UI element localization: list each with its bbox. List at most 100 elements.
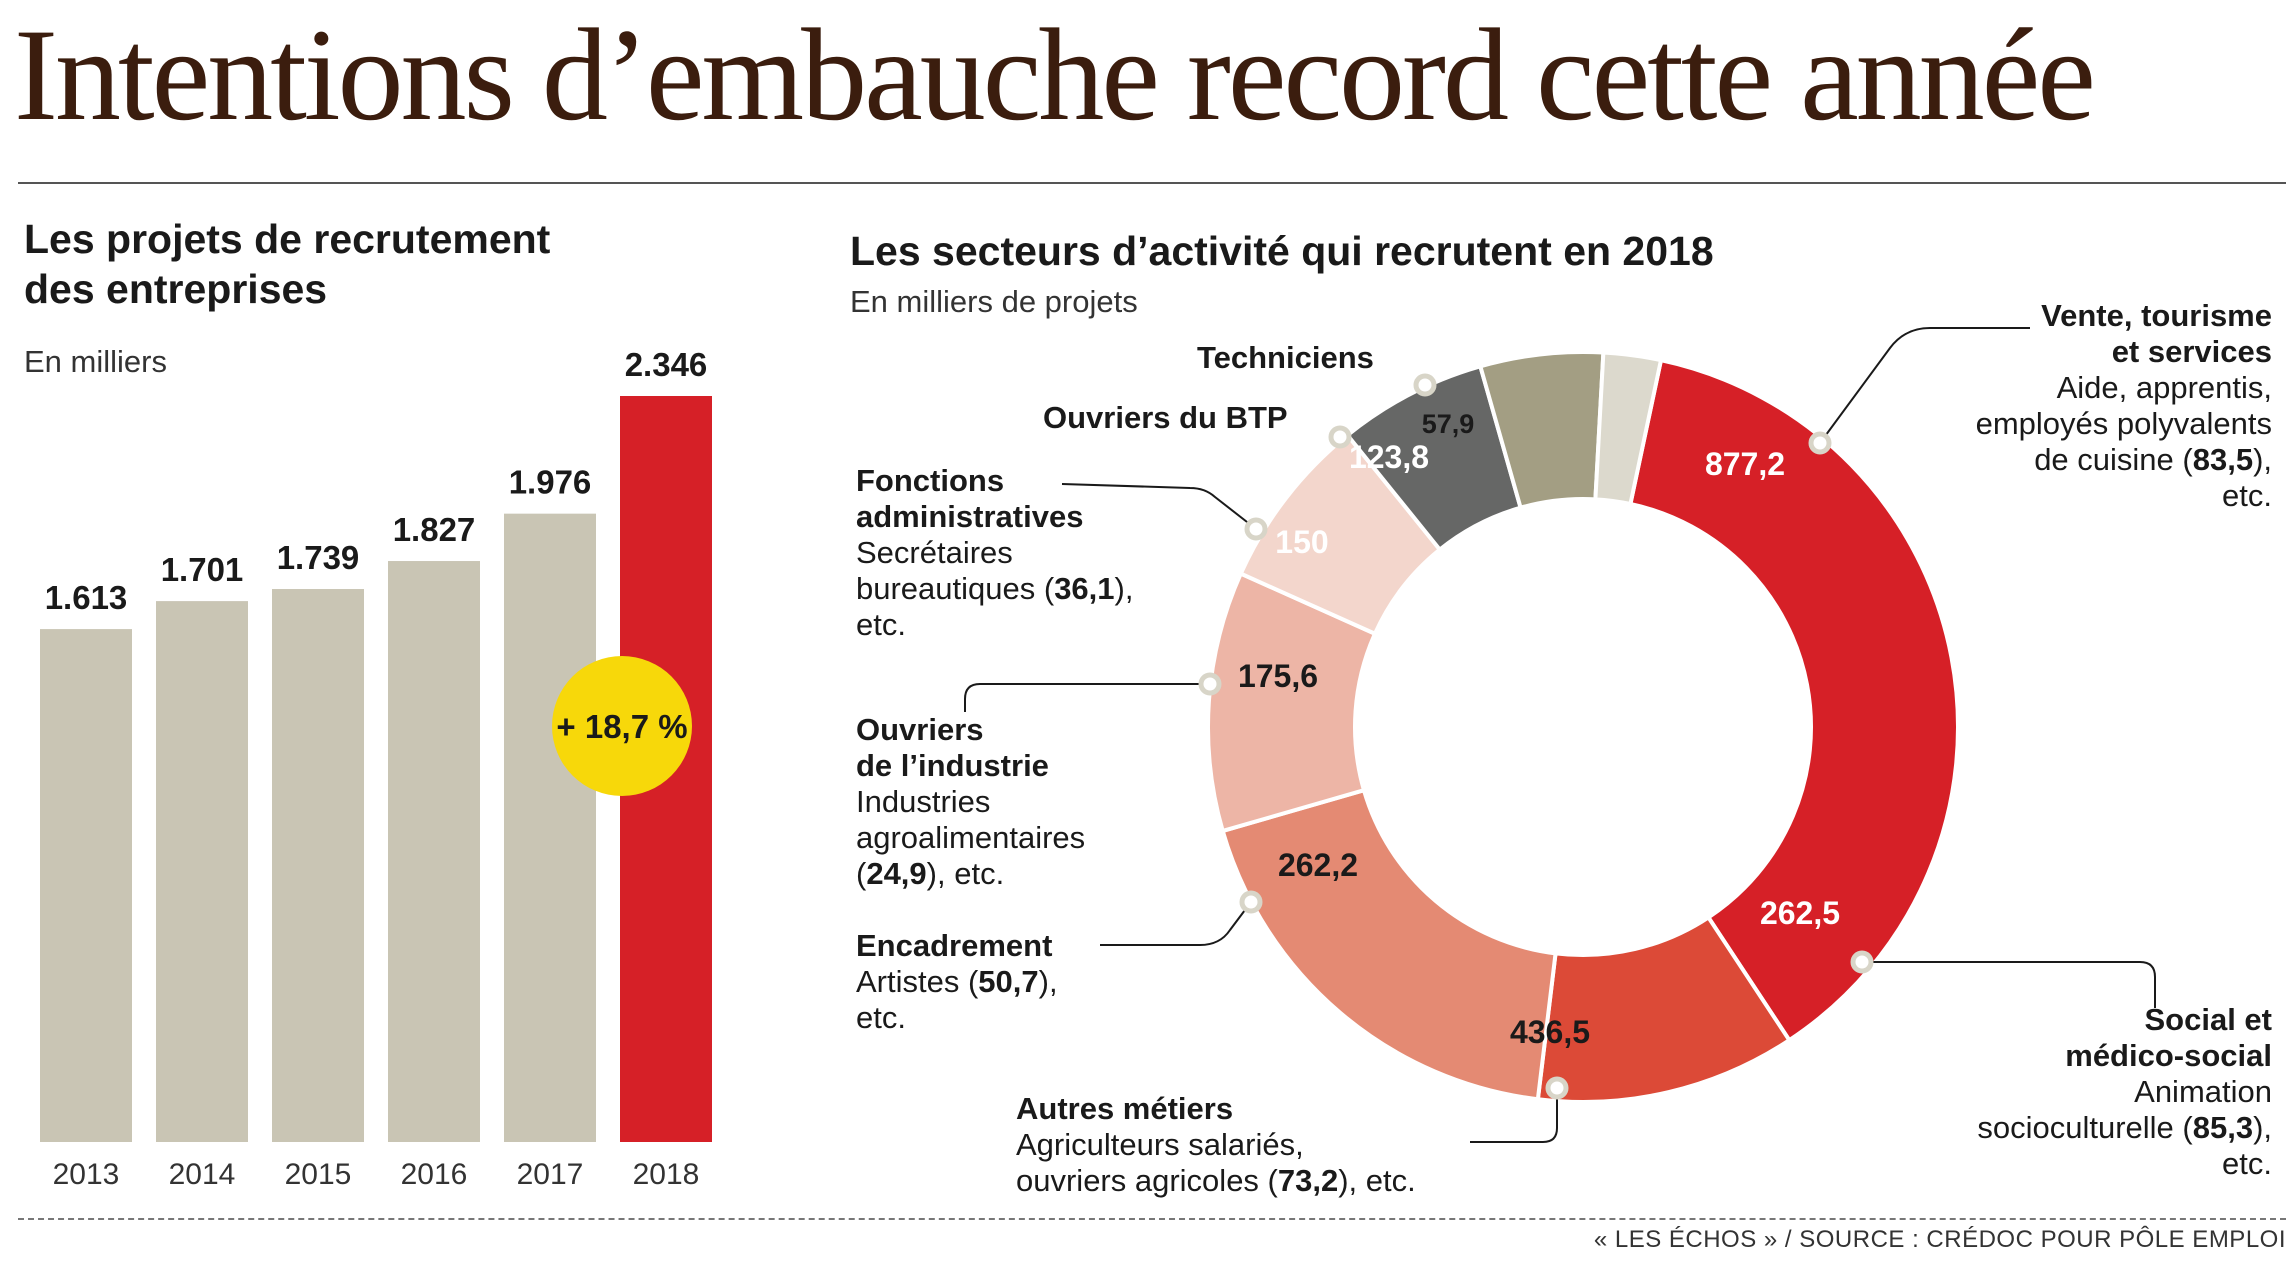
annotation-social-value: 85,3 <box>2192 1110 2254 1145</box>
annotation-vente-line-1: Aide, apprentis, <box>2056 370 2272 405</box>
annotation-vente-tail: etc. <box>2222 478 2272 513</box>
annotation-encadrement-pre: Artistes ( <box>856 964 979 999</box>
annotation-encadrement-title: Encadrement <box>856 928 1053 963</box>
annotation-vente-pre: de cuisine ( <box>2034 442 2193 477</box>
growth-badge-label: + 18,7 % <box>556 708 687 745</box>
annotation-administratives-line-1: Secrétaires <box>856 535 1013 570</box>
bar-chart-title-line-2: des entreprises <box>24 266 328 312</box>
bar-chart-title-line-1: Les projets de recrutement <box>24 216 551 262</box>
annotation-autres-line-2: ouvriers agricoles (73,2), etc. <box>1016 1163 1416 1199</box>
annotation-industrie-title-2: de l’industrie <box>856 748 1049 783</box>
bar-2013 <box>40 629 132 1142</box>
annotation-vente: Vente, tourisme et services Aide, appren… <box>1976 298 2272 514</box>
annotation-industrie-title-1: Ouvriers <box>856 712 984 747</box>
donut-value-label-5: 150 <box>1275 524 1328 560</box>
donut-value-label-2: 436,5 <box>1510 1014 1590 1050</box>
annotation-autres-pre: ouvriers agricoles ( <box>1016 1163 1278 1198</box>
annotation-techniciens-title: Techniciens <box>1197 340 1374 375</box>
annotation-vente-title-1: Vente, tourisme <box>2041 298 2272 333</box>
donut-value-label-4: 175,6 <box>1238 658 1318 694</box>
leader-line-industrie <box>964 683 1210 712</box>
annotation-social-title-1: Social et <box>2144 1002 2273 1037</box>
annotation-vente-title-2: et services <box>2111 334 2272 369</box>
bar-value-label-2015: 1.739 <box>277 539 360 576</box>
annotation-industrie-value: 24,9 <box>866 856 927 891</box>
annotation-industrie-pre: ( <box>856 856 867 891</box>
annotation-social-line-2: socioculturelle (85,3), <box>1977 1110 2272 1146</box>
donut-value-label-7: 57,9 <box>1422 409 1475 439</box>
annotation-autres-post: ), etc. <box>1338 1163 1416 1198</box>
annotation-social: Social et médico-social Animation socioc… <box>1977 1002 2272 1182</box>
leader-dot-industrie <box>1198 672 1222 696</box>
donut-value-label-0: 877,2 <box>1705 446 1785 482</box>
leader-line-administratives <box>1061 483 1257 530</box>
bar-2015 <box>272 589 364 1142</box>
leader-line-encadrement <box>1100 901 1252 946</box>
annotation-vente-value: 83,5 <box>2192 442 2254 477</box>
annotation-btp-title: Ouvriers du BTP <box>1043 400 1288 435</box>
donut-value-label-3: 262,2 <box>1278 847 1358 883</box>
bar-2014 <box>156 601 248 1142</box>
annotation-social-pre: socioculturelle ( <box>1977 1110 2193 1145</box>
annotation-vente-line-2: employés polyvalents <box>1975 406 2272 441</box>
annotation-vente-line-3: de cuisine (83,5), <box>1976 442 2272 478</box>
bar-chart-title: Les projets de recrutement des entrepris… <box>24 214 550 314</box>
annotation-industrie-line-3: (24,9), etc. <box>856 856 1085 892</box>
annotation-autres-value: 73,2 <box>1277 1163 1339 1198</box>
annotation-autres-line-1: Agriculteurs salariés, <box>1016 1127 1304 1162</box>
annotation-autres: Autres métiers Agriculteurs salariés, ou… <box>1016 1091 1416 1199</box>
growth-badge <box>552 656 692 796</box>
bar-value-label-2018: 2.346 <box>625 346 708 383</box>
donut-chart-subtitle: En milliers de projets <box>850 284 1138 319</box>
bar-value-label-2014: 1.701 <box>161 551 244 588</box>
bar-chart-subtitle: En milliers <box>24 344 167 379</box>
annotation-btp: Ouvriers du BTP <box>1043 400 1288 436</box>
annotation-administratives-value: 36,1 <box>1054 571 1115 606</box>
annotation-techniciens: Techniciens <box>1197 340 1374 376</box>
leader-line-vente <box>1819 327 2030 444</box>
leader-line-autres <box>1470 1088 1558 1143</box>
annotation-administratives-tail: etc. <box>856 607 906 642</box>
annotation-encadrement-tail: etc. <box>856 1000 906 1035</box>
bar-value-label-2016: 1.827 <box>393 511 476 548</box>
x-tick-label-2018: 2018 <box>633 1158 700 1191</box>
donut-slice-2 <box>1220 787 1558 1102</box>
donut-slice-7 <box>1593 350 1664 507</box>
donut-value-label-6: 123,8 <box>1349 439 1429 475</box>
annotation-administratives-line-2: bureautiques (36,1), <box>856 571 1133 607</box>
leader-dot-administratives <box>1244 517 1268 541</box>
x-tick-label-2015: 2015 <box>285 1158 352 1191</box>
annotation-administratives: Fonctions administratives Secrétaires bu… <box>856 463 1133 643</box>
annotation-administratives-title-2: administratives <box>856 499 1084 534</box>
leader-dot-btp <box>1328 425 1352 449</box>
leader-dot-encadrement <box>1239 890 1263 914</box>
leader-dot-vente <box>1808 431 1832 455</box>
leader-dot-techniciens <box>1413 373 1437 397</box>
annotation-industrie-post: ), etc. <box>926 856 1005 891</box>
leader-dot-autres <box>1545 1076 1569 1100</box>
annotation-social-title-2: médico-social <box>2065 1038 2272 1073</box>
annotation-administratives-post: ), <box>1114 571 1134 606</box>
donut-slice-0 <box>1628 357 1960 1043</box>
x-tick-label-2017: 2017 <box>517 1158 584 1191</box>
top-divider <box>18 182 2286 184</box>
leader-line-social <box>1862 961 2156 1008</box>
bar-2016 <box>388 561 480 1142</box>
annotation-encadrement: Encadrement Artistes (50,7), etc. <box>856 928 1058 1036</box>
annotation-administratives-pre: bureautiques ( <box>856 571 1055 606</box>
annotation-encadrement-post: ), <box>1038 964 1058 999</box>
annotation-encadrement-line-1: Artistes (50,7), <box>856 964 1058 1000</box>
annotation-industrie: Ouvriers de l’industrie Industries agroa… <box>856 712 1085 892</box>
bar-2017 <box>504 513 596 1142</box>
annotation-social-tail: etc. <box>2222 1146 2272 1181</box>
leader-dot-social <box>1850 950 1874 974</box>
annotation-industrie-line-2: agroalimentaires <box>856 820 1086 855</box>
source-credit: « LES ÉCHOS » / SOURCE : CRÉDOC POUR PÔL… <box>1593 1226 2286 1253</box>
annotation-industrie-line-1: Industries <box>856 784 991 819</box>
donut-chart-title: Les secteurs d’activité qui recrutent en… <box>850 228 1714 274</box>
bar-value-label-2017: 1.976 <box>509 464 592 501</box>
annotation-vente-post: ), <box>2253 442 2272 477</box>
annotation-encadrement-value: 50,7 <box>978 964 1039 999</box>
main-title: Intentions d’embauche record cette année <box>14 1 2096 148</box>
